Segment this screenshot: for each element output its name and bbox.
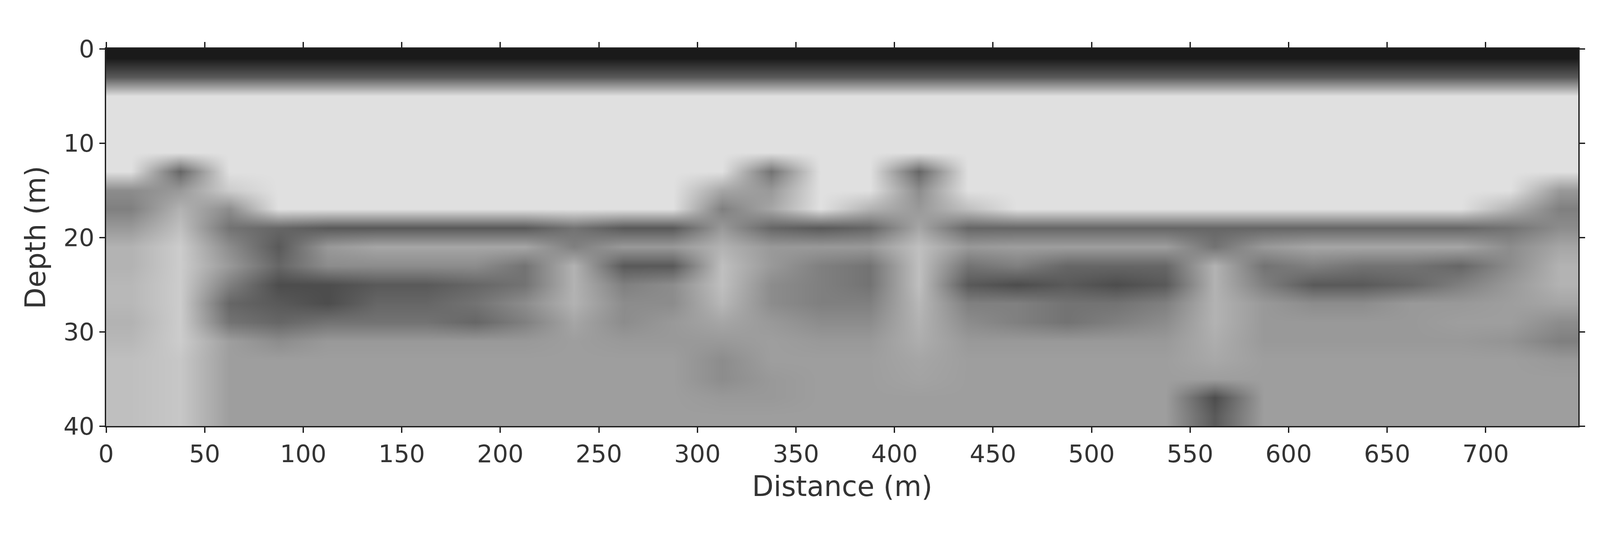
svg-text:10: 10	[63, 129, 95, 158]
svg-text:650: 650	[1363, 439, 1411, 469]
svg-text:20: 20	[63, 223, 95, 252]
svg-text:350: 350	[772, 439, 820, 469]
svg-text:Depth (m): Depth (m)	[18, 165, 52, 309]
svg-text:550: 550	[1166, 439, 1214, 469]
svg-text:450: 450	[969, 439, 1017, 469]
svg-text:50: 50	[189, 439, 221, 469]
svg-text:500: 500	[1068, 439, 1115, 469]
svg-text:700: 700	[1462, 439, 1509, 469]
svg-text:300: 300	[674, 439, 721, 469]
svg-text:250: 250	[575, 439, 622, 469]
svg-text:Distance (m): Distance (m)	[751, 470, 933, 504]
svg-text:200: 200	[476, 439, 524, 469]
svg-text:0: 0	[79, 34, 95, 64]
svg-text:100: 100	[279, 439, 327, 469]
svg-text:600: 600	[1265, 439, 1312, 469]
svg-text:40: 40	[63, 412, 95, 441]
svg-text:0: 0	[98, 439, 114, 469]
svg-text:150: 150	[378, 439, 425, 469]
svg-text:400: 400	[871, 439, 918, 469]
svg-text:30: 30	[63, 317, 95, 347]
